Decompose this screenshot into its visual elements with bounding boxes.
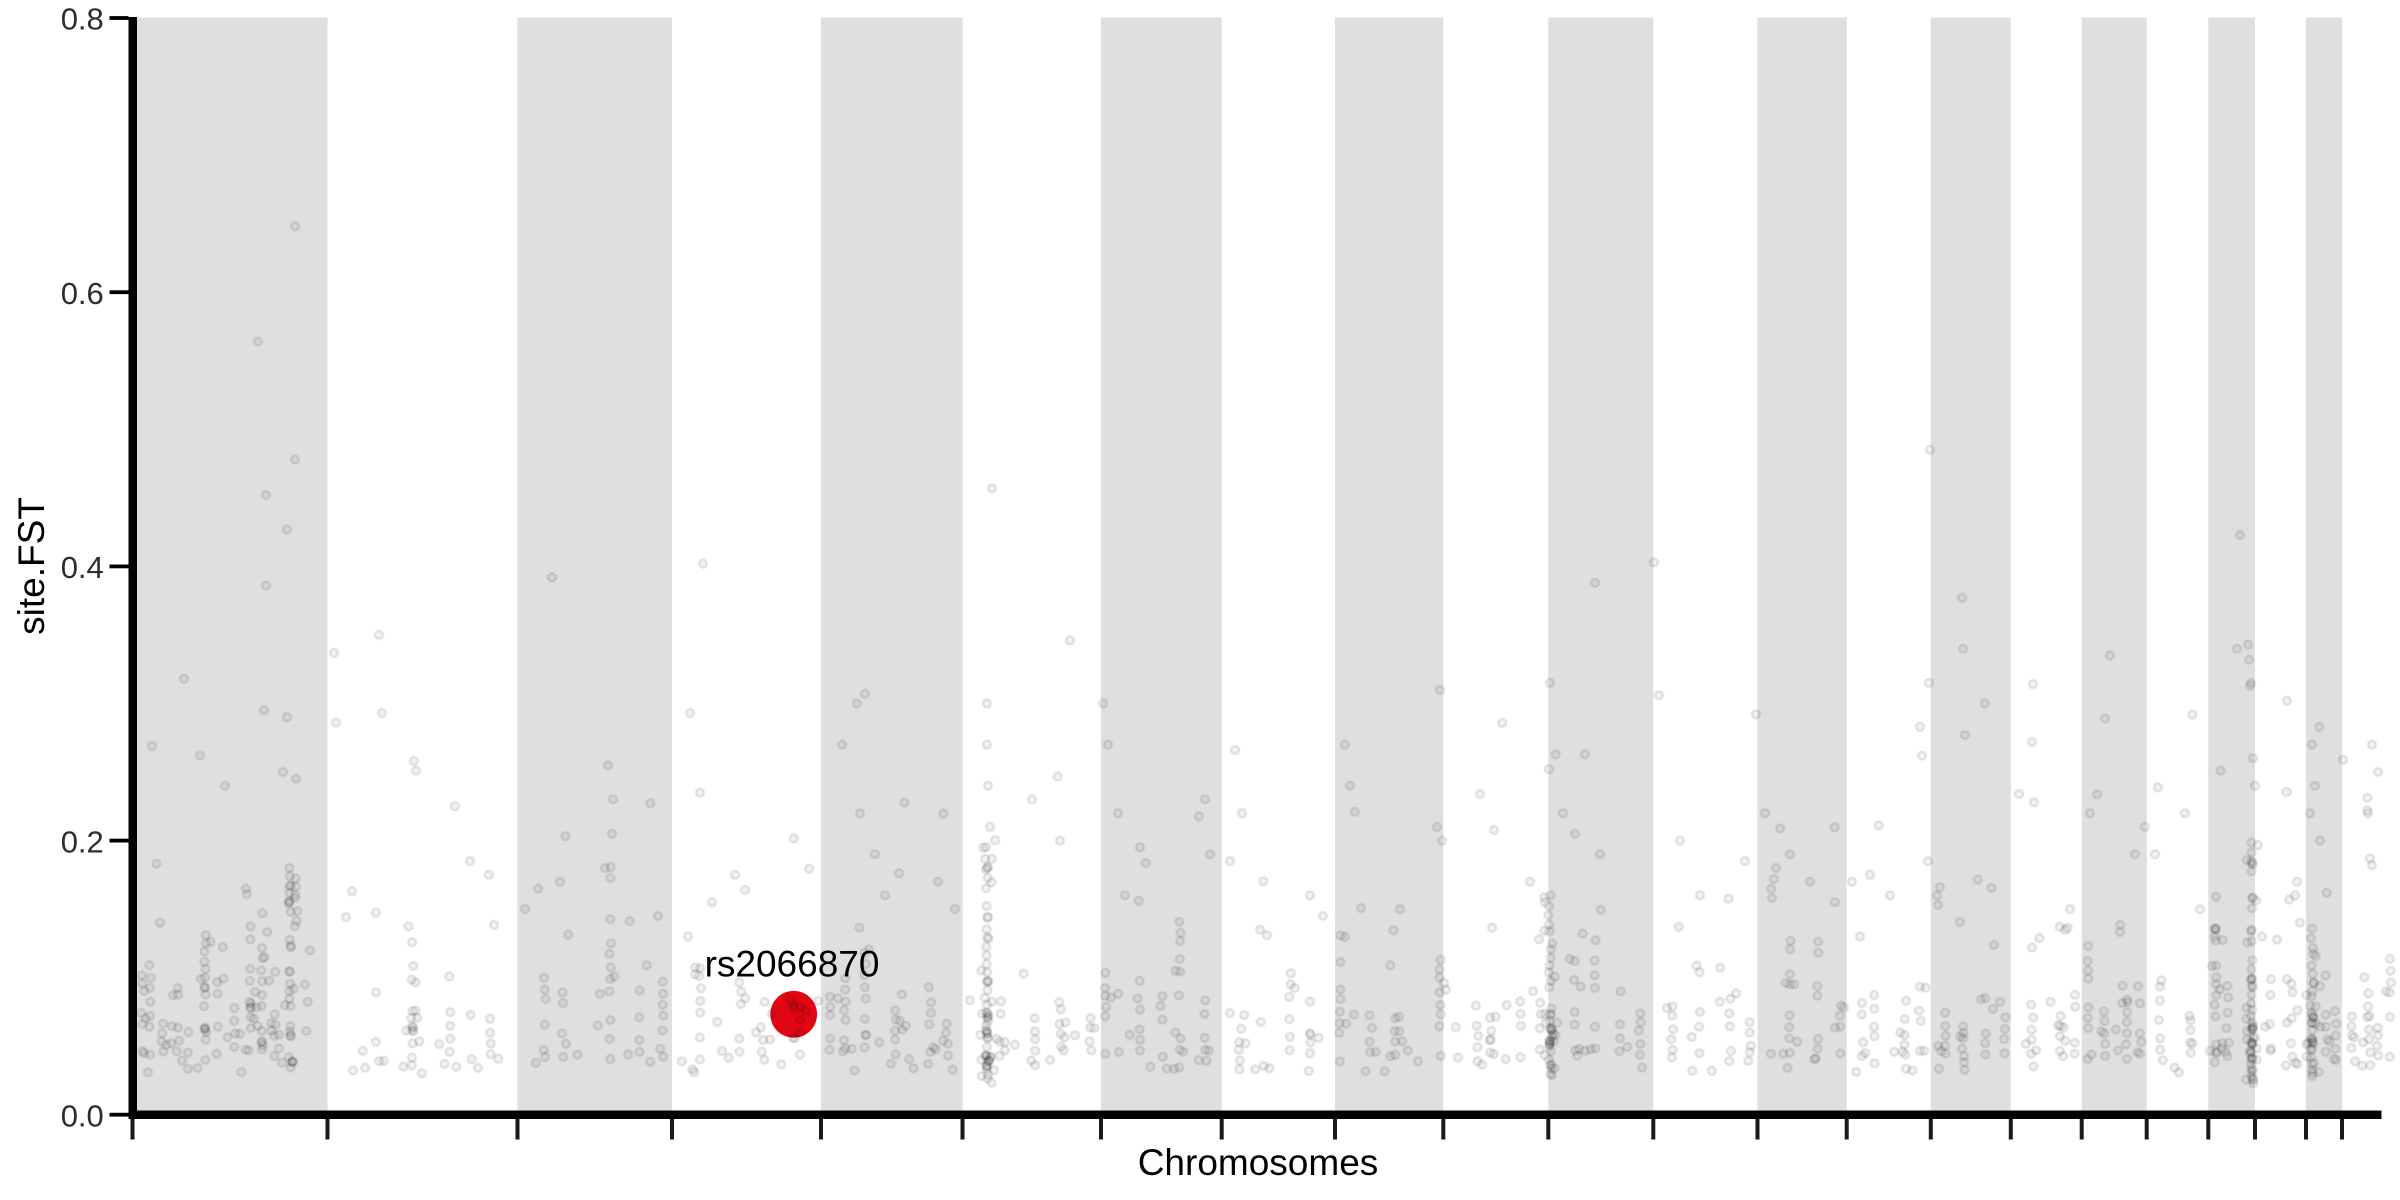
svg-text:0.4: 0.4: [61, 550, 104, 585]
svg-text:0.6: 0.6: [61, 276, 104, 311]
svg-text:0.2: 0.2: [61, 824, 104, 859]
svg-text:rs2066870: rs2066870: [705, 944, 880, 985]
svg-text:site.FST: site.FST: [11, 497, 52, 635]
svg-text:Chromosomes: Chromosomes: [1138, 1142, 1379, 1183]
svg-text:0.8: 0.8: [61, 2, 104, 37]
svg-text:0.0: 0.0: [61, 1099, 104, 1134]
